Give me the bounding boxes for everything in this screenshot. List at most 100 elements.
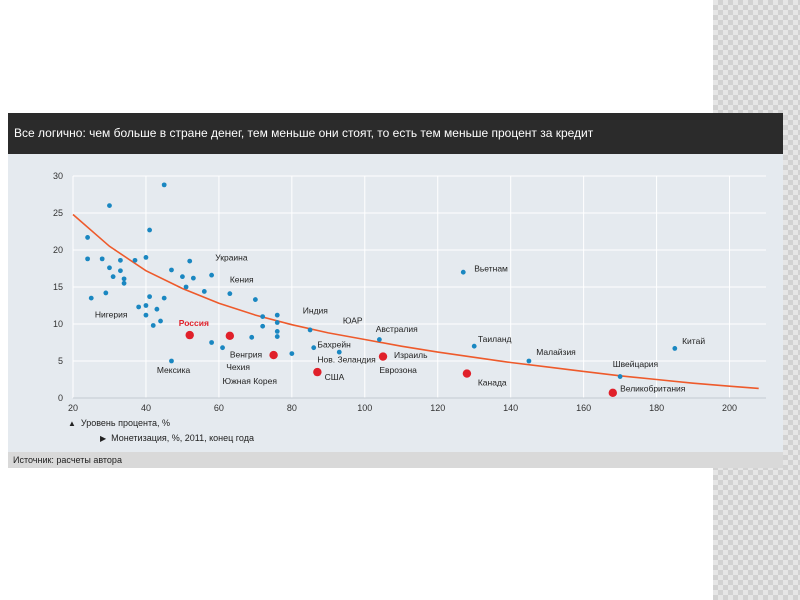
data-point [307,327,313,333]
x-tick-label: 80 [287,403,297,413]
highlighted-point [313,367,322,377]
triangle-up-icon: ▲ [68,419,76,428]
x-tick-label: 180 [649,403,664,413]
country-label: Канада [478,377,507,387]
data-point [147,227,152,233]
data-point [118,257,123,263]
data-point [132,257,138,263]
country-label: Мексика [157,365,191,375]
y-tick-label: 5 [58,356,63,366]
country-label: Израиль [394,350,428,360]
country-label: Нигерия [95,309,128,319]
country-label: Кения [230,275,254,285]
chart-title: Все логично: чем больше в стране денег, … [8,113,783,154]
highlighted-point [225,331,235,341]
legend-x-label: Монетизация, %, 2011, конец года [111,433,254,443]
data-point [311,345,317,351]
chart-area: 0 5 10 15 20 25 30 20 40 60 80 100 120 140 160 180 200 У… [8,154,783,454]
data-point [161,295,167,301]
country-label: Венгрия [230,349,263,359]
country-label: Украина [215,252,248,262]
data-point [220,345,225,351]
data-point [274,334,280,339]
y-tick-label: 10 [53,319,63,329]
country-label: Вьетнам [474,263,508,273]
axis-tick-labels: 0 5 10 15 20 25 30 20 40 60 80 100 120 140 160 180 200 [53,171,737,413]
data-point [147,294,152,300]
trend-line [72,213,759,390]
x-tick-label: 120 [430,403,445,413]
highlighted-point [608,388,618,398]
trend-line-group [72,213,759,390]
highlighted-point [185,330,194,340]
x-tick-label: 40 [141,403,151,413]
grid [72,175,766,399]
data-point [169,267,174,273]
data-point [274,320,280,325]
data-point [180,274,185,280]
y-tick-label: 25 [53,208,63,218]
country-label: Таиланд [478,334,512,344]
country-label: Малайзия [536,347,576,357]
triangle-right-icon: ▶ [100,434,107,443]
country-label: Швейцария [613,359,659,369]
country-label: США [325,372,345,382]
data-point [158,318,163,324]
country-label: Еврозона [379,365,417,375]
data-point [121,276,127,282]
country-label: Индия [303,306,329,316]
x-tick-label: 20 [68,403,78,413]
country-label: Чехия [226,362,250,372]
data-point [85,256,90,262]
country-label: Южная Корея [223,376,278,386]
data-point [85,235,90,240]
data-point [672,346,678,351]
country-label: Китай [682,336,705,346]
y-tick-label: 15 [53,282,63,292]
country-label: Австралия [376,324,418,334]
data-point [150,323,156,328]
data-point [190,275,196,281]
data-point [252,297,258,302]
x-tick-label: 200 [722,403,737,413]
country-labels: Украина Кения Нигерия Индия ЮАР Россия Вьетнам… [95,252,705,393]
data-point [121,280,127,286]
data-point [201,289,207,294]
data-point [209,272,215,278]
data-point [107,265,112,271]
data-point [99,256,105,262]
data-point [617,374,623,379]
y-tick-label: 20 [53,245,63,255]
highlighted-point [378,352,388,361]
data-point [260,323,266,329]
highlighted-point [462,369,472,378]
data-point [187,258,193,264]
data-point [103,290,109,296]
data-point [274,329,280,334]
scatter-chart: 0 5 10 15 20 25 30 20 40 60 80 100 120 140 160 180 200 У… [53,171,766,413]
data-point [161,182,167,188]
data-points [85,182,678,398]
data-point [110,274,116,280]
data-point [274,312,280,318]
data-point [260,314,266,319]
data-point [118,268,123,274]
data-point [143,303,149,308]
data-point [88,295,94,301]
data-point [289,351,295,356]
data-point [209,340,215,345]
country-label: Великобритания [620,383,686,393]
data-point [249,334,255,340]
chart-slide: Все логично: чем больше в стране денег, … [8,113,783,468]
data-point [136,304,142,310]
data-point [471,343,477,349]
data-point [143,312,149,318]
legend-x: ▶ Монетизация, %, 2011, конец года [100,433,254,443]
data-point [107,203,112,208]
data-point [143,255,149,260]
x-tick-label: 140 [503,403,518,413]
y-tick-label: 0 [58,393,63,403]
source-note: Источник: расчеты автора [8,452,783,468]
country-label: Бахрейн [317,340,351,350]
data-point [183,284,189,290]
